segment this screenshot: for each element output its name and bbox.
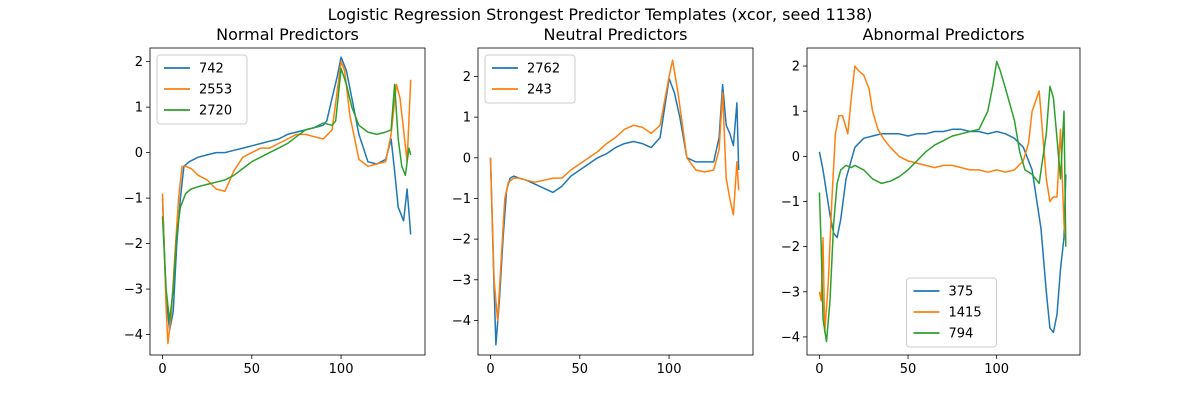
y-tick-label: −2 (452, 233, 471, 248)
x-tick-label: 100 (329, 362, 354, 377)
y-tick-label: −4 (452, 314, 471, 329)
y-tick-label: 1 (135, 101, 143, 116)
y-tick-label: −4 (124, 328, 143, 343)
x-tick-label: 0 (158, 362, 166, 377)
legend-label: 2762 (527, 62, 560, 77)
legend-label: 2720 (199, 104, 232, 119)
x-tick-label: 0 (815, 362, 823, 377)
x-tick-label: 50 (900, 362, 917, 377)
subplot-title: Abnormal Predictors (862, 25, 1024, 44)
series-line-2553 (161, 60, 412, 345)
y-tick-label: −4 (781, 330, 800, 345)
y-tick-label: −3 (781, 285, 800, 300)
x-tick-label: 50 (572, 362, 589, 377)
axes-frame (149, 47, 426, 356)
y-tick-label: −2 (124, 237, 143, 252)
y-tick-label: 2 (792, 60, 800, 75)
legend: 375 1415 794 (906, 277, 997, 348)
legend-box (906, 277, 997, 348)
series-group (161, 56, 412, 345)
series-line-742 (161, 56, 412, 331)
x-tick-label: 0 (486, 362, 494, 377)
legend-label: 1415 (949, 306, 982, 321)
legend-label: 794 (949, 327, 974, 342)
y-tick-label: −1 (124, 192, 143, 207)
y-tick-label: −3 (124, 283, 143, 298)
y-tick-label: 2 (135, 55, 143, 70)
y-tick-label: −1 (781, 195, 800, 210)
y-tick-label: 0 (792, 150, 800, 165)
subplot-1: Normal Predictors 0 50 100 −4 −3 −2 −1 0 1 2 742 255… (124, 25, 426, 377)
legend-label: 375 (949, 285, 974, 300)
series-line-243 (489, 59, 740, 322)
axes-frame (477, 47, 754, 356)
subplot-title: Normal Predictors (216, 25, 359, 44)
series-group (489, 59, 740, 346)
figure-suptitle: Logistic Regression Strongest Predictor … (328, 5, 873, 24)
y-tick-label: 1 (463, 111, 471, 126)
legend-label: 243 (527, 83, 552, 98)
x-tick-label: 100 (657, 362, 682, 377)
y-tick-label: 1 (792, 105, 800, 120)
series-line-1415 (818, 65, 1067, 334)
subplot-title: Neutral Predictors (544, 25, 688, 44)
x-tick-label: 50 (244, 362, 261, 377)
legend-box (484, 54, 576, 104)
legend: 742 2553 2720 (156, 54, 248, 125)
series-line-2720 (161, 67, 412, 322)
y-tick-label: 0 (135, 146, 143, 161)
x-tick-label: 100 (984, 362, 1009, 377)
y-tick-label: −3 (452, 273, 471, 288)
series-line-2762 (489, 77, 740, 346)
y-tick-label: −1 (452, 192, 471, 207)
series-line-794 (818, 60, 1067, 343)
legend-label: 2553 (199, 83, 232, 98)
legend-box (156, 54, 248, 125)
series-group (818, 60, 1067, 343)
legend-label: 742 (199, 62, 224, 77)
legend: 2762 243 (484, 54, 576, 104)
y-tick-label: 0 (463, 151, 471, 166)
y-tick-label: −2 (781, 240, 800, 255)
y-tick-label: 2 (463, 70, 471, 85)
series-line-375 (818, 128, 1067, 334)
subplot-3: Abnormal Predictors 0 50 100 −4 −3 −2 −1 0 1 2 375 1… (781, 25, 1081, 377)
